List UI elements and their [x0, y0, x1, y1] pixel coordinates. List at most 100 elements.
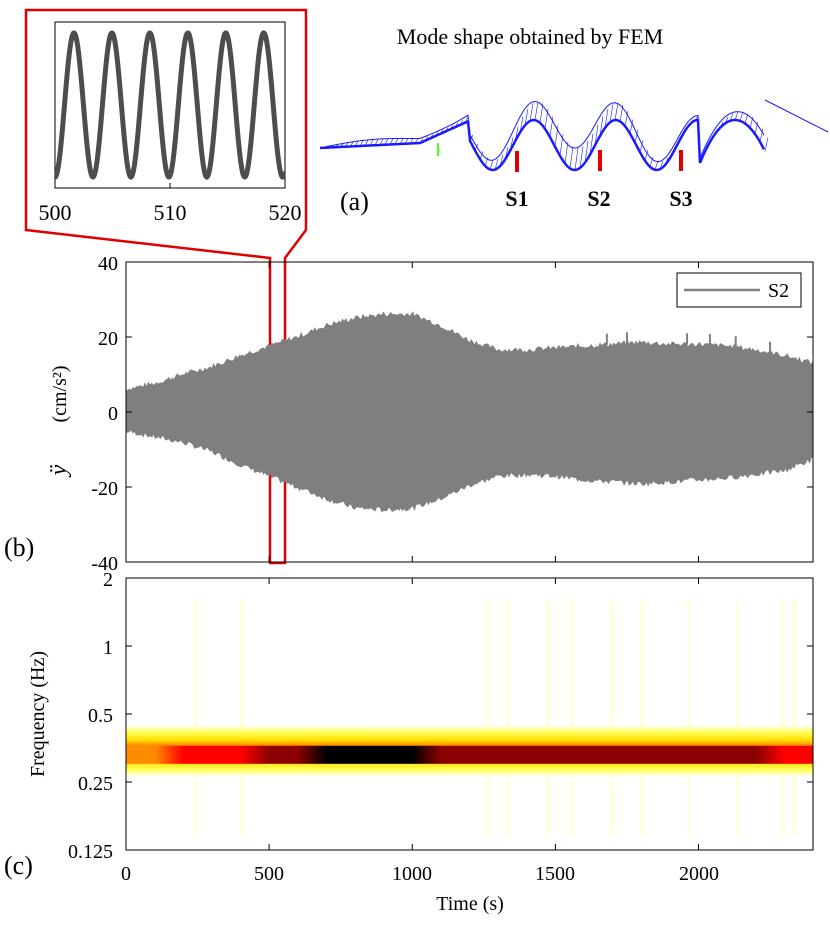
mode-hatch-line [729, 113, 734, 121]
mode-hatch-line [644, 149, 649, 161]
panel-b-ylabel: ÿ (cm/s²) [46, 365, 72, 477]
faint-streak-4 [546, 600, 550, 835]
mode-hatch-line [674, 143, 679, 150]
xtick-c-1500: 1500 [535, 863, 575, 885]
spectrogram-core [126, 745, 813, 764]
mode-hatch-line [749, 116, 754, 128]
mode-hatch-line [414, 138, 419, 144]
mode-hatch-line [689, 119, 694, 125]
faint-streak-5 [569, 600, 573, 835]
mode-shape-curve-deformed [319, 118, 766, 172]
mode-hatch-line [719, 121, 724, 129]
mode-hatch-line [409, 138, 414, 144]
mode-hatch-line [659, 161, 664, 170]
mode-hatch-line [394, 138, 399, 145]
mode-hatch-line [369, 139, 374, 146]
panel-a: Mode shape obtained by FEM z S1 S2 S3 (a… [319, 24, 829, 216]
mode-hatch-line [614, 102, 619, 121]
mode-hatch-line [519, 116, 524, 133]
mode-hatch-line [634, 129, 639, 143]
mode-hatch-line [709, 136, 714, 143]
mode-hatch-line [444, 127, 449, 132]
mode-hatch-line [344, 142, 349, 147]
mode-hatch-line [669, 151, 674, 159]
mode-hatch-line [694, 115, 699, 121]
mode-hatch-line [469, 134, 474, 141]
mode-hatch-line [604, 108, 609, 128]
mode-hatch-line [514, 126, 519, 142]
mode-hatch-line [494, 159, 499, 170]
ytick-c-2: 2 [103, 569, 113, 591]
mode-hatch-line [629, 119, 634, 134]
mode-hatch-line [429, 134, 434, 139]
s2-acceleration-envelope [126, 311, 813, 513]
mode-hatch-line [649, 156, 654, 167]
mode-hatch-line [389, 138, 394, 145]
faint-streak-0 [194, 600, 198, 835]
ylabel-b-units: (cm/s²) [49, 365, 71, 422]
mode-hatch-line [619, 105, 624, 122]
mode-hatch-line [549, 116, 554, 138]
panel-a-title: Mode shape obtained by FEM [397, 24, 663, 49]
mode-hatch-line [739, 111, 744, 121]
mode-shape-tail [764, 99, 829, 133]
mode-hatch-line [359, 140, 364, 147]
panel-label-b: (b) [4, 533, 34, 562]
mode-hatch-line [534, 101, 539, 121]
mode-hatch-line [434, 132, 439, 137]
inset-zoom: 500 510 520 [24, 8, 308, 565]
mode-hatch-line [454, 122, 459, 128]
mode-hatch-line [639, 140, 644, 153]
mode-hatch-line [759, 128, 764, 142]
xtick-c-0: 0 [121, 863, 131, 885]
faint-streak-7 [641, 600, 645, 835]
mode-hatch-line [399, 138, 404, 145]
mode-hatch-line [724, 116, 729, 124]
mode-hatch-line [544, 108, 549, 129]
mode-hatch-line [404, 138, 409, 144]
faint-streak-3 [506, 600, 510, 835]
mode-hatch-line [654, 160, 659, 170]
ytick-b-m40: -40 [91, 553, 118, 575]
panel-label-a: (a) [340, 187, 369, 216]
mode-hatch-line [589, 133, 594, 155]
mode-hatch-line [384, 138, 389, 145]
mode-hatch-line [579, 146, 584, 168]
faint-streak-1 [240, 600, 244, 835]
mode-hatch-line [679, 134, 684, 140]
mode-hatch-line [329, 145, 334, 148]
mode-hatch-line [529, 103, 534, 122]
mode-hatch-line [449, 125, 454, 130]
mode-hatch-line [704, 146, 709, 152]
mode-hatch-line [334, 144, 339, 148]
inset-xtick-500: 500 [39, 200, 72, 225]
faint-streak-9 [735, 600, 739, 835]
mode-hatch-line [509, 137, 514, 152]
mode-hatch-line [569, 146, 574, 169]
inset-x-ticks [54, 183, 286, 188]
mode-hatch-line [734, 111, 739, 121]
mode-hatch-line [504, 147, 509, 160]
mode-shape-hatch [329, 101, 769, 171]
s2-spikes [605, 332, 772, 353]
mode-hatch-line [744, 113, 749, 124]
inset-series-line [55, 30, 285, 180]
legend-label-s2: S2 [768, 280, 789, 302]
mode-hatch-line [489, 160, 494, 170]
ytick-c-1: 1 [103, 637, 113, 659]
faint-streak-2 [486, 600, 490, 835]
mode-hatch-line [574, 147, 579, 171]
mode-hatch-line [374, 139, 379, 146]
mode-shape-mesh [319, 99, 829, 172]
mode-hatch-line [424, 136, 429, 141]
mode-hatch-line [354, 141, 359, 147]
ytick-b-20: 20 [98, 328, 118, 350]
mode-hatch-line [364, 140, 369, 146]
panel-b: 40 20 0 -20 -40 ÿ (cm/s²) S2 (b) [4, 253, 814, 575]
mode-hatch-line [584, 141, 589, 163]
sensor-label-s3: S3 [669, 186, 692, 211]
mode-hatch-line [609, 104, 614, 123]
faint-streak-8 [687, 600, 691, 835]
panel-b-ticks [125, 261, 813, 563]
